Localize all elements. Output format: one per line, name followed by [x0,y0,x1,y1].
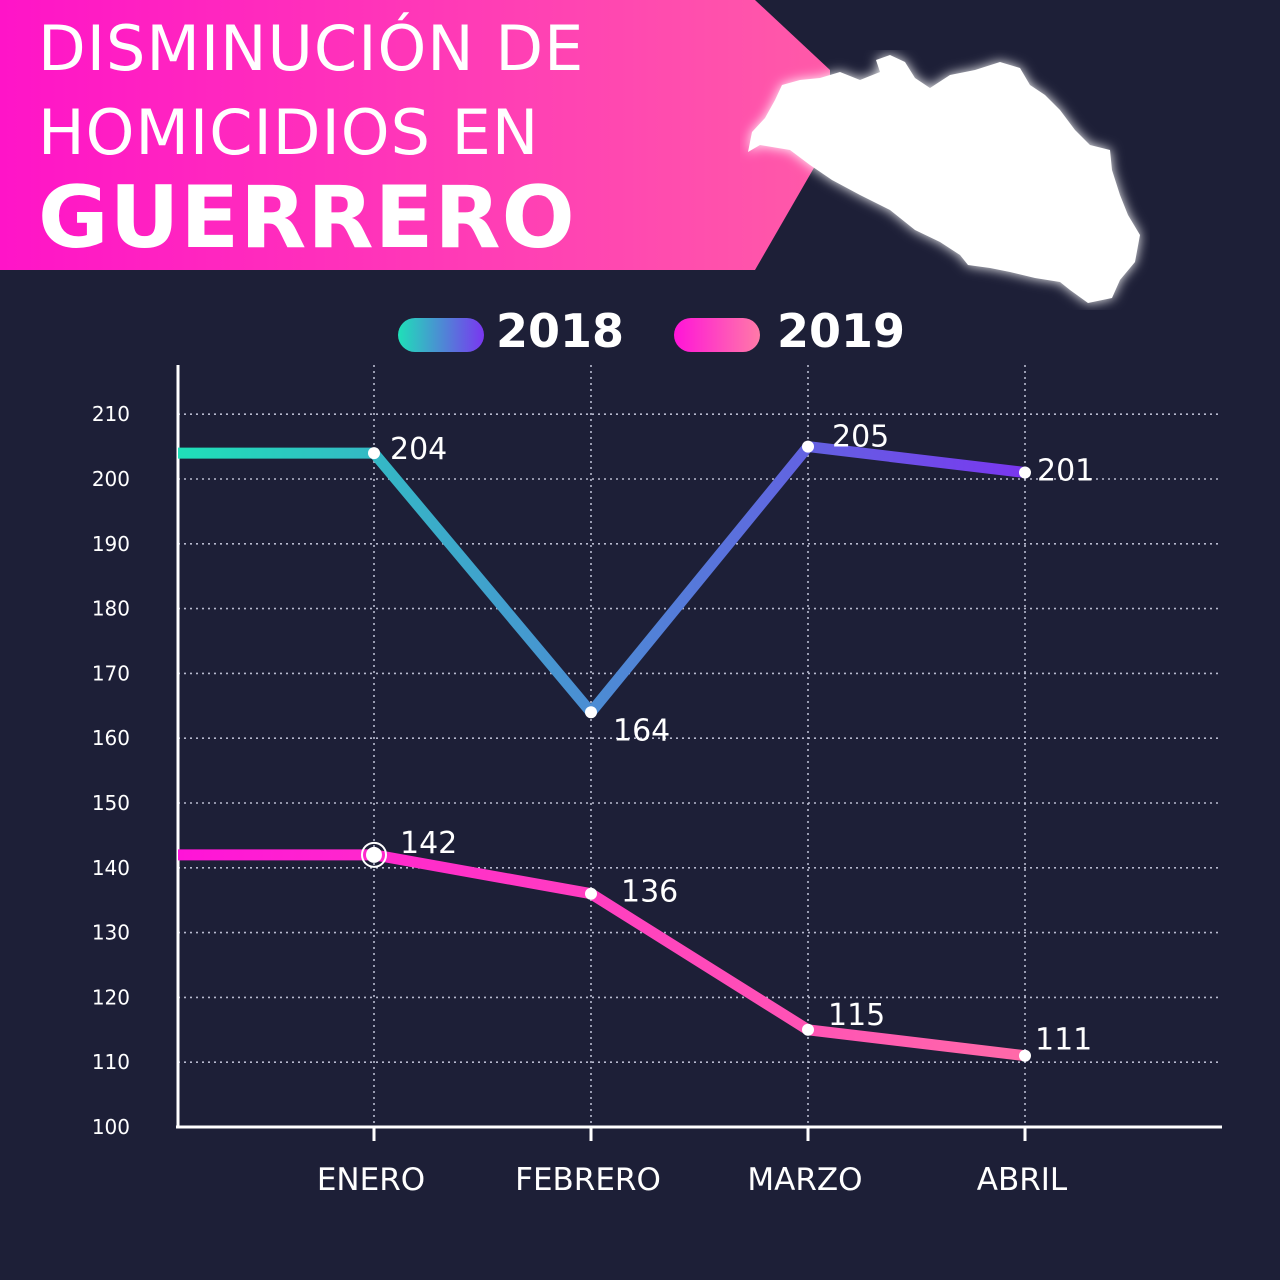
title-line-2: HOMICIDIOS EN [38,96,540,169]
chart-labels: 204 164 205 201 142 136 115 111 [390,420,1094,1058]
x-tick-label: ENERO [317,1162,425,1198]
data-label: 201 [1037,454,1094,489]
data-point [802,440,814,453]
legend-label-2018: 2018 [496,304,625,358]
data-point [1019,466,1031,479]
y-tick-label: 170 [92,661,130,685]
data-label: 142 [400,826,457,861]
y-tick-label: 180 [92,597,130,621]
chart-legend: 2018 2019 [0,300,1280,370]
legend-label-2019: 2019 [777,304,906,358]
data-point [585,706,597,719]
y-tick-label: 120 [92,985,130,1009]
y-tick-label: 140 [92,856,130,880]
data-label: 115 [828,998,885,1033]
x-tick-label: ABRIL [977,1162,1068,1198]
guerrero-map-icon [748,55,1140,303]
data-label: 136 [621,875,678,910]
y-tick-label: 150 [92,791,130,815]
data-label: 164 [613,713,670,748]
data-label: 205 [832,420,889,455]
series-line-2019 [178,849,1026,1062]
data-point [368,447,380,460]
chart-grid [178,365,1218,1127]
y-tick-label: 160 [92,726,130,750]
chart-axes: 100 110 120 130 140 150 160 170 180 190 200 210 ENER… [92,365,1222,1198]
chart-series [178,440,1031,1062]
data-point [585,887,597,900]
series-line-2018 [178,441,1026,718]
y-tick-label: 210 [92,402,130,426]
title-banner [0,0,830,270]
title-line-3: GUERRERO [38,168,576,268]
y-tick-label: 130 [92,921,130,945]
x-tick-label: MARZO [747,1162,862,1198]
data-label: 111 [1035,1023,1092,1058]
data-point [366,846,382,863]
y-tick-label: 190 [92,532,130,556]
x-tick-label: FEBRERO [515,1162,661,1198]
y-tick-label: 200 [92,467,130,491]
legend-swatch-2019 [674,318,760,352]
data-point [802,1023,814,1036]
title-line-1: DISMINUCIÓN DE [38,12,585,85]
y-tick-label: 100 [92,1115,130,1139]
data-point-ring [361,841,387,868]
data-label: 204 [390,432,447,467]
y-tick-label: 110 [92,1050,130,1074]
data-point [1019,1049,1031,1062]
legend-swatch-2018 [398,318,484,352]
